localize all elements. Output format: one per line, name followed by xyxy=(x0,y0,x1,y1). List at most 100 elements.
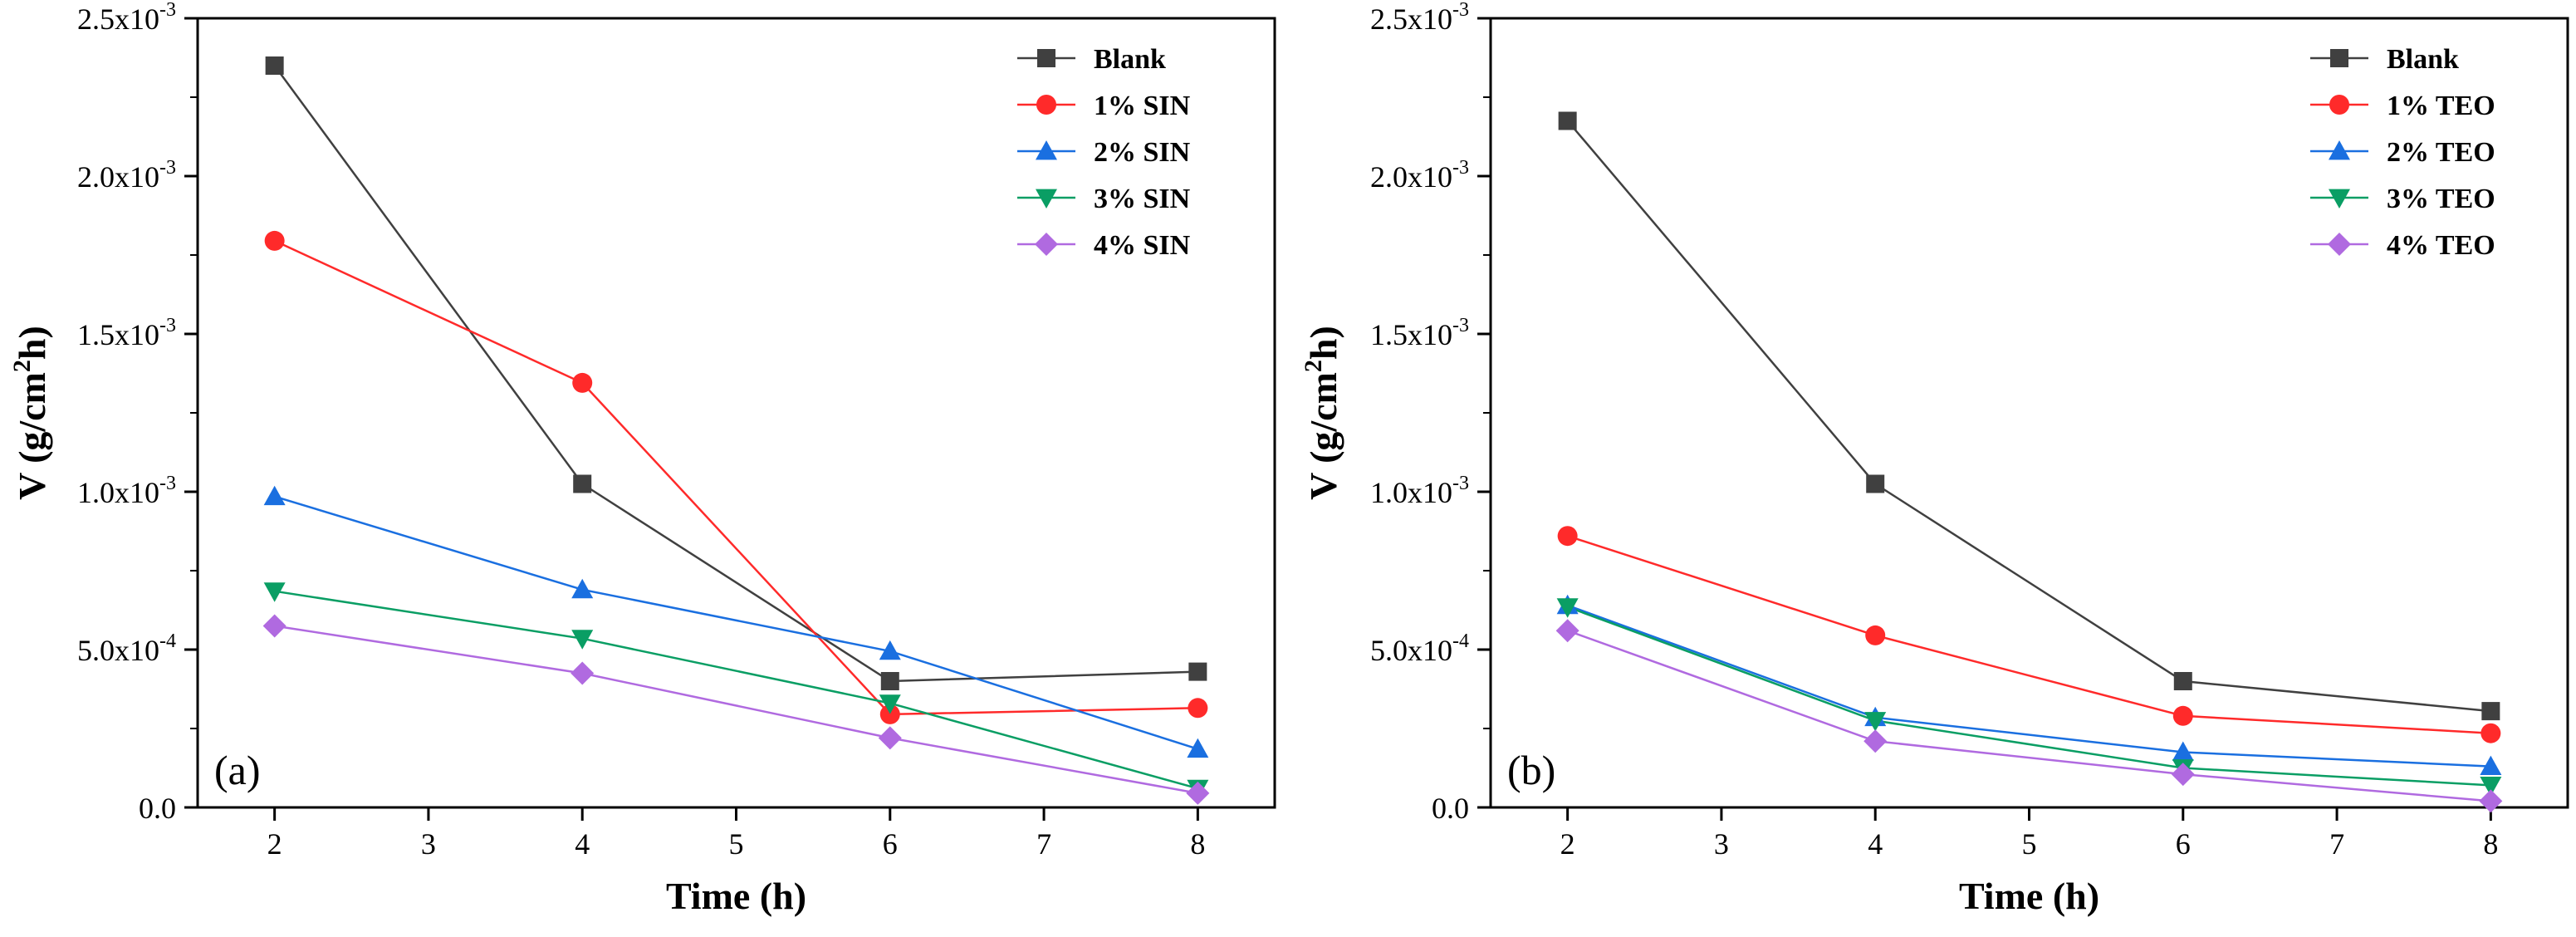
data-point-blank-x6 xyxy=(880,672,899,690)
data-point-blank-x6 xyxy=(2173,672,2192,690)
y-axis-title-end: h) xyxy=(11,326,53,360)
y-axis-title-main: V (g/cm xyxy=(1302,372,1344,500)
legend-label-blank: Blank xyxy=(1094,44,1166,75)
data-point-1pct-sin-x8 xyxy=(1188,698,1208,719)
y-tick-label: 2.5x10-3 xyxy=(1370,0,1469,36)
data-point-4pct-sin-x8 xyxy=(1186,781,1210,805)
series-line-1pct-teo xyxy=(1567,535,2491,734)
y-tick-label: 1.0x10-3 xyxy=(1370,473,1469,509)
y-axis-title-end: h) xyxy=(1302,326,1344,360)
data-point-4pct-sin-x6 xyxy=(878,726,902,750)
y-tick-exponent: -3 xyxy=(1452,157,1469,179)
y-tick-mantissa: 2.0x10 xyxy=(77,160,159,194)
y-tick-label: 2.0x10-3 xyxy=(1370,157,1469,194)
series-line-blank xyxy=(273,65,1198,683)
data-point-1pct-teo-x4 xyxy=(1865,625,1886,645)
legend-marker-blank xyxy=(2330,49,2348,67)
y-tick-label: 1.5x10-3 xyxy=(77,315,176,351)
data-point-1pct-teo-x6 xyxy=(2172,705,2193,726)
legend-a: Blank 1% SIN 2% SIN 3% SIN 4% SIN xyxy=(1017,44,1191,261)
series-line-1pct-sin xyxy=(274,239,1198,716)
data-point-2pct-sin-x8 xyxy=(1187,738,1209,758)
legend-label-blank: Blank xyxy=(2387,44,2459,75)
data-point-4pct-teo-x2 xyxy=(1555,619,1579,643)
y-tick-mantissa: 5.0x10 xyxy=(77,634,159,667)
legend-marker-2pct-sin xyxy=(1036,140,1057,160)
y-tick-mantissa: 2.5x10 xyxy=(77,2,159,36)
data-point-2pct-teo-x8 xyxy=(2480,755,2502,775)
data-point-4pct-teo-x8 xyxy=(2479,789,2503,813)
x-axis-title: Time (h) xyxy=(1959,875,2099,917)
legend-marker-1pct-teo xyxy=(2329,95,2349,115)
data-point-3pct-teo-x2 xyxy=(1556,598,1579,618)
y-tick-mantissa: 1.0x10 xyxy=(1370,476,1452,509)
series-line-4pct-teo xyxy=(1567,630,2491,802)
y-tick-label: 0.0 xyxy=(139,792,176,825)
panel-label-a: (a) xyxy=(214,747,261,793)
x-tick-label-4: 4 xyxy=(575,827,590,861)
legend-b: Blank 1% TEO 2% TEO 3% TEO 4% TEO xyxy=(2310,44,2495,261)
y-tick-mantissa: 5.0x10 xyxy=(1370,634,1452,667)
y-axis-title-superscript: 2 xyxy=(1300,360,1327,372)
legend-label-2pct-teo: 2% TEO xyxy=(2387,137,2495,168)
data-point-1pct-teo-x8 xyxy=(2481,723,2501,743)
data-point-3pct-sin-x4 xyxy=(571,630,594,650)
x-tick-label-6: 6 xyxy=(2176,827,2191,861)
series-line-2pct-sin xyxy=(274,495,1198,750)
legend-marker-2pct-teo xyxy=(2329,140,2350,160)
legend-marker-blank xyxy=(1037,49,1055,67)
legend-marker-3pct-sin xyxy=(1036,189,1057,208)
data-point-4pct-sin-x4 xyxy=(571,661,595,685)
data-point-3pct-sin-x2 xyxy=(263,582,286,602)
x-tick-label-5: 5 xyxy=(729,827,744,861)
data-point-1pct-sin-x6 xyxy=(879,704,900,724)
y-axis-title: V (g/cm2h) xyxy=(8,326,53,500)
legend-label-4pct-teo: 4% TEO xyxy=(2387,230,2495,261)
y-tick-mantissa: 1.0x10 xyxy=(77,476,159,509)
x-axis-title: Time (h) xyxy=(666,875,806,917)
x-tick-label-6: 6 xyxy=(883,827,898,861)
x-tick-label-8: 8 xyxy=(2483,827,2498,861)
y-tick-exponent: -4 xyxy=(159,630,176,652)
y-tick-exponent: -3 xyxy=(159,315,176,336)
series-line-3pct-sin xyxy=(274,590,1198,790)
data-point-2pct-sin-x6 xyxy=(879,640,901,660)
data-point-blank-x8 xyxy=(2481,702,2500,721)
x-tick-label-3: 3 xyxy=(1714,827,1729,861)
legend-label-3pct-teo: 3% TEO xyxy=(2387,184,2495,214)
x-tick-label-5: 5 xyxy=(2022,827,2037,861)
series-line-2pct-teo xyxy=(1567,604,2491,768)
x-tick-label-4: 4 xyxy=(1868,827,1883,861)
y-axis-title: V (g/cm2h) xyxy=(1300,326,1344,500)
data-point-2pct-sin-x2 xyxy=(263,485,286,506)
y-tick-exponent: -3 xyxy=(159,157,176,179)
data-point-1pct-sin-x2 xyxy=(264,230,285,251)
data-point-3pct-teo-x8 xyxy=(2480,777,2502,797)
x-tick-label-2: 2 xyxy=(1560,827,1575,861)
y-axis-title-superscript: 2 xyxy=(8,360,36,372)
y-tick-label: 5.0x10-4 xyxy=(77,630,176,667)
series-line-3pct-teo xyxy=(1567,606,2491,787)
y-tick-exponent: -3 xyxy=(159,473,176,494)
x-tick-label-2: 2 xyxy=(267,827,282,861)
series-line-blank xyxy=(1566,120,2491,713)
y-tick-exponent: -3 xyxy=(1452,473,1469,494)
data-point-blank-x4 xyxy=(1866,474,1885,493)
series-line-4pct-sin xyxy=(274,625,1198,795)
y-tick-mantissa: 2.0x10 xyxy=(1370,160,1452,194)
x-tick-label-7: 7 xyxy=(2329,827,2344,861)
data-point-blank-x8 xyxy=(1188,662,1207,681)
y-tick-mantissa: 1.5x10 xyxy=(77,318,159,351)
data-point-3pct-teo-x4 xyxy=(1864,712,1887,732)
legend-marker-4pct-teo xyxy=(2328,233,2351,256)
legend-label-2pct-sin: 2% SIN xyxy=(1094,137,1191,168)
y-axis-title-main: V (g/cm xyxy=(11,372,53,500)
data-point-2pct-sin-x4 xyxy=(571,578,594,599)
data-point-4pct-sin-x2 xyxy=(262,614,286,638)
data-point-1pct-sin-x4 xyxy=(572,372,593,393)
y-tick-label: 2.5x10-3 xyxy=(77,0,176,36)
y-tick-label: 0.0 xyxy=(1432,792,1469,825)
data-point-4pct-teo-x4 xyxy=(1863,729,1888,753)
data-point-3pct-sin-x6 xyxy=(879,694,901,714)
